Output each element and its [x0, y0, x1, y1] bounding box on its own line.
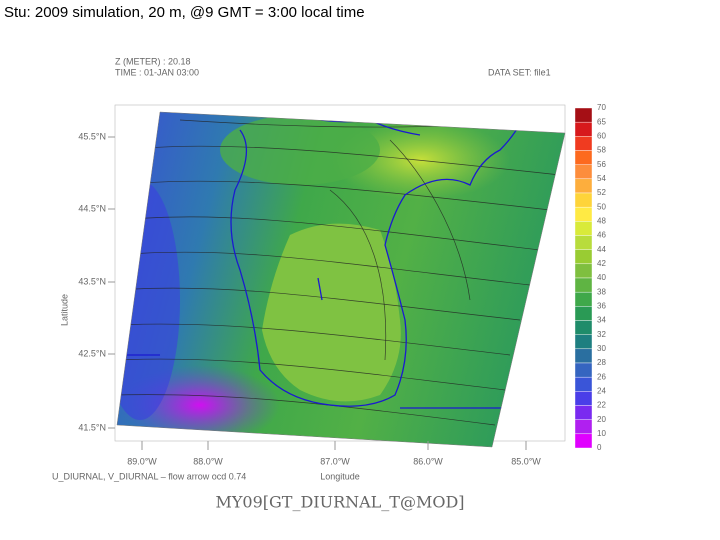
colorbar-label: 56 — [597, 160, 606, 169]
vector-note: U_DIURNAL, V_DIURNAL – flow arrow ocd 0.… — [52, 471, 246, 481]
colorbar-swatch — [574, 405, 593, 420]
colorbar-label: 65 — [597, 117, 606, 126]
colorbar-swatch — [574, 362, 593, 378]
colorbar-label: 50 — [597, 202, 606, 211]
colorbar-label: 22 — [597, 401, 606, 410]
colorbar-label: 20 — [597, 415, 606, 424]
colorbar-label: 44 — [597, 245, 606, 254]
colorbar-label: 10 — [597, 429, 606, 438]
colorbar-label: 24 — [597, 386, 606, 395]
colorbar-label: 40 — [597, 273, 606, 282]
lon-label: 86.0°W — [413, 456, 443, 466]
lat-label: 44.5°N — [78, 203, 106, 213]
colorbar-swatch — [574, 306, 593, 321]
colorbar-label: 52 — [597, 188, 606, 197]
colorbar-swatch — [574, 249, 593, 265]
lat-label: 41.5°N — [78, 422, 106, 432]
plot-frame — [114, 104, 566, 442]
colorbar-label: 34 — [597, 316, 606, 325]
field — [117, 112, 565, 447]
colorbar-swatch — [574, 178, 593, 194]
domain-outline — [116, 111, 566, 448]
lat-label: 42.5°N — [78, 348, 106, 358]
colorbar-label: 36 — [597, 301, 606, 310]
colorbar-label: 70 — [597, 103, 606, 112]
lat-label: 43.5°N — [78, 276, 106, 286]
colorbar-swatch — [574, 150, 593, 165]
colorbar-label: 42 — [597, 259, 606, 268]
colorbar-swatch — [574, 376, 593, 392]
colorbar-label: 58 — [597, 146, 606, 155]
colorbar-swatch — [574, 334, 593, 350]
z-level: Z (METER) : 20.18 — [115, 56, 191, 66]
colorbar-label: 0 — [597, 443, 602, 452]
time: TIME : 01-JAN 03:00 — [115, 67, 199, 77]
colorbar-swatch — [574, 164, 593, 180]
colorbar-swatch — [574, 433, 593, 449]
lon-label: 89.0°W — [127, 456, 157, 466]
x-axis-label: Longitude — [320, 471, 360, 481]
colorbar-swatch — [574, 291, 593, 307]
lon-label: 85.0°W — [511, 456, 541, 466]
slide-title: Stu: 2009 simulation, 20 m, @9 GMT = 3:0… — [4, 4, 365, 21]
colorbar-label: 54 — [597, 174, 606, 183]
colorbar-label: 60 — [597, 131, 606, 140]
colorbar-swatch — [574, 348, 593, 364]
colorbar-label: 28 — [597, 358, 606, 367]
colorbar-swatch — [574, 263, 593, 279]
colorbar-swatch — [574, 235, 593, 250]
colorbar-label: 30 — [597, 344, 606, 353]
lat-label: 45.5°N — [78, 131, 106, 141]
colorbar-swatch — [574, 419, 593, 435]
lon-label: 88.0°W — [193, 456, 223, 466]
colorbar-swatch — [574, 221, 593, 236]
dataset: DATA SET: file1 — [488, 67, 551, 77]
colorbar-swatch — [574, 121, 593, 137]
y-axis-label: Latitude — [59, 294, 69, 326]
colorbar-swatch — [574, 192, 593, 208]
colorbar-swatch — [574, 320, 593, 335]
colorbar-label: 26 — [597, 372, 606, 381]
colorbar-swatch — [574, 206, 593, 222]
variable-name: MY09[GT_DIURNAL_T@MOD] — [215, 493, 464, 512]
colorbar-swatch — [574, 391, 593, 406]
colorbar-swatch — [574, 136, 593, 151]
colorbar-swatch — [574, 107, 593, 123]
colorbar-label: 46 — [597, 231, 606, 240]
lon-label: 87.0°W — [320, 456, 350, 466]
colorbar-label: 48 — [597, 216, 606, 225]
colorbar-swatch — [574, 277, 593, 293]
colorbar-label: 38 — [597, 287, 606, 296]
colorbar-label: 32 — [597, 330, 606, 339]
